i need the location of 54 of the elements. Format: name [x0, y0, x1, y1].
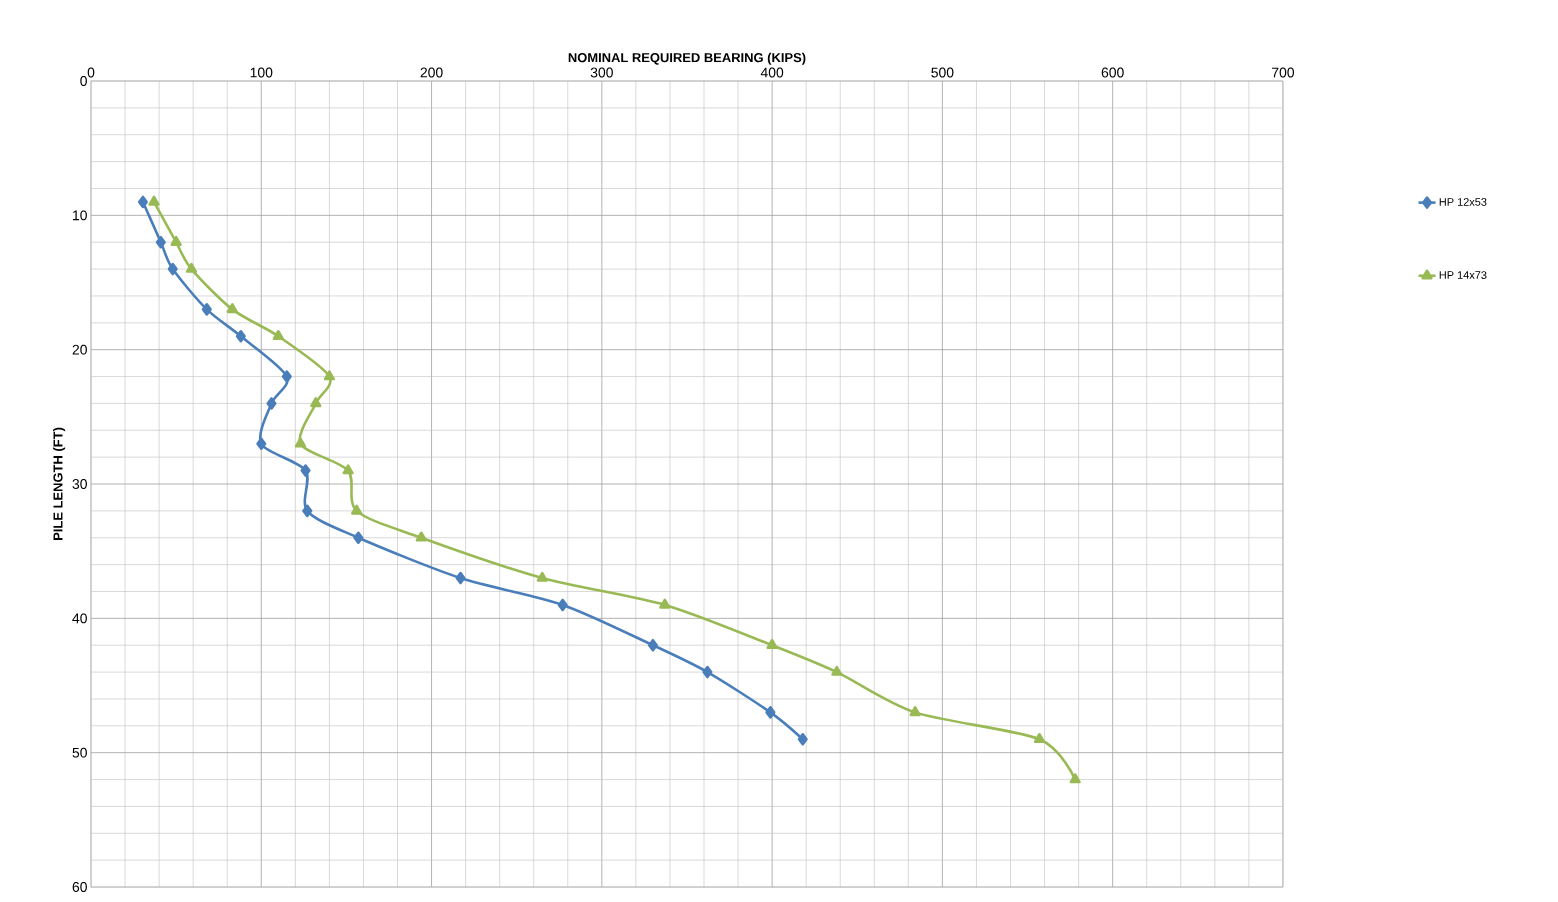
y-axis-title: PILE LENGTH (FT) [53, 427, 66, 540]
point [765, 706, 776, 719]
point [137, 195, 148, 209]
point [256, 437, 267, 450]
point [797, 732, 808, 746]
y-tick-label: 0 [80, 76, 87, 86]
point [415, 531, 427, 542]
point [702, 665, 713, 679]
point [201, 303, 212, 316]
y-tick-label: 50 [72, 747, 87, 758]
x-tick-label: 400 [760, 67, 784, 78]
point [170, 235, 182, 246]
point [1033, 732, 1046, 744]
x-tick-label: 100 [250, 67, 273, 78]
y-tick-label: 20 [72, 344, 87, 355]
x-axis-title: NOMINAL REQUIRED BEARING (KIPS) [568, 52, 806, 65]
point [659, 598, 671, 609]
point [909, 706, 921, 717]
point [766, 638, 778, 649]
legend-label: HP 14x73 [1439, 271, 1487, 279]
point [647, 638, 658, 652]
y-tick-label: 30 [72, 479, 87, 489]
point [294, 437, 307, 448]
point [455, 571, 466, 585]
point [1069, 773, 1081, 784]
y-tick-label: 40 [72, 613, 87, 624]
point [235, 329, 246, 343]
point [302, 504, 313, 518]
y-tick-label: 60 [72, 882, 87, 892]
point [300, 464, 311, 477]
x-tick-label: 0 [87, 67, 95, 78]
point [831, 665, 843, 676]
point [351, 504, 363, 515]
point [557, 598, 568, 612]
point [323, 370, 335, 381]
point [167, 262, 178, 276]
point [310, 397, 322, 408]
point [272, 329, 284, 341]
legend-label: HP 12x53 [1439, 198, 1487, 206]
point [148, 195, 160, 206]
x-tick-label: 500 [931, 67, 954, 78]
x-tick-label: 700 [1272, 67, 1295, 78]
point [266, 397, 277, 410]
x-tick-label: 600 [1101, 67, 1124, 78]
y-tick-label: 10 [73, 210, 87, 221]
point [281, 370, 292, 383]
point [353, 531, 364, 545]
x-tick-label: 200 [420, 67, 443, 78]
point [536, 571, 548, 582]
x-tick-label: 300 [590, 67, 613, 78]
point [226, 303, 238, 314]
point [342, 464, 354, 475]
point [155, 235, 166, 249]
point [185, 262, 198, 273]
